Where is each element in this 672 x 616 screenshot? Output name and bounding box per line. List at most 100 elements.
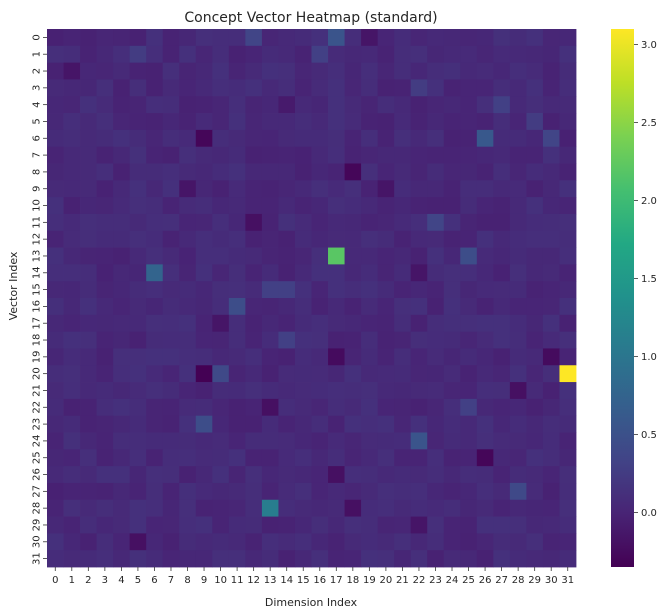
heatmap-cell <box>344 449 362 467</box>
heatmap-cell <box>460 79 478 97</box>
heatmap-cell <box>129 398 147 417</box>
heatmap-cell <box>245 348 263 366</box>
heatmap-cell <box>179 96 197 114</box>
heatmap-cell <box>509 398 527 417</box>
heatmap-cell <box>344 415 362 433</box>
heatmap-cell <box>394 79 412 97</box>
heatmap-cell <box>96 247 114 265</box>
heatmap-cell <box>476 113 494 131</box>
heatmap-cell <box>162 146 180 164</box>
heatmap-cell <box>443 230 461 248</box>
heatmap-cell <box>410 533 428 551</box>
heatmap-cell <box>261 281 279 299</box>
heatmap-cell <box>493 264 511 282</box>
heatmap-cell <box>80 163 97 181</box>
heatmap-cell <box>63 129 81 148</box>
heatmap-cell <box>228 499 246 517</box>
heatmap-cell <box>509 62 527 80</box>
x-tick-label: 23 <box>429 575 442 586</box>
heatmap-cell <box>542 230 560 248</box>
heatmap-cell <box>394 247 412 265</box>
heatmap-cell <box>394 499 412 517</box>
heatmap-cell <box>526 466 544 484</box>
heatmap-cell <box>245 29 263 47</box>
heatmap-cell <box>344 348 362 366</box>
heatmap-cell <box>377 129 395 148</box>
heatmap-cell <box>162 45 180 64</box>
heatmap-cell <box>311 466 329 484</box>
heatmap-cell <box>212 281 230 299</box>
heatmap-cell <box>377 482 395 501</box>
heatmap-cell <box>146 146 164 164</box>
heatmap-cell <box>476 398 494 417</box>
heatmap-cell <box>460 516 478 534</box>
heatmap-cell <box>493 247 511 265</box>
heatmap-cell <box>361 365 379 383</box>
heatmap-cell <box>245 415 263 433</box>
heatmap-cell <box>245 499 263 517</box>
heatmap-cell <box>311 432 329 450</box>
heatmap-cell <box>278 79 296 97</box>
heatmap-cell <box>542 247 560 265</box>
heatmap-cell <box>361 62 379 80</box>
heatmap-cell <box>526 331 544 349</box>
heatmap-cell <box>96 281 114 299</box>
heatmap-cell <box>410 129 428 148</box>
heatmap-cell <box>328 163 345 181</box>
heatmap-cell <box>344 365 362 383</box>
heatmap-cell <box>410 247 428 265</box>
heatmap-cell <box>361 247 379 265</box>
heatmap-cell <box>526 213 544 232</box>
heatmap-cell <box>328 113 345 131</box>
heatmap-cell <box>294 29 312 47</box>
heatmap-cell <box>162 331 180 349</box>
heatmap-cell <box>47 146 64 164</box>
heatmap-cell <box>526 314 544 333</box>
heatmap-cell <box>47 45 64 64</box>
x-tick-label: 7 <box>168 575 174 586</box>
y-tick-label: 18 <box>32 334 43 347</box>
heatmap-cell <box>47 129 64 148</box>
heatmap-cell <box>212 348 230 366</box>
heatmap-cell <box>377 533 395 551</box>
heatmap-cell <box>328 79 345 97</box>
heatmap-cell <box>129 45 147 64</box>
x-tick-label: 31 <box>561 575 574 586</box>
heatmap-cell <box>559 516 577 534</box>
heatmap-cell <box>195 482 213 501</box>
heatmap-cell <box>261 382 279 400</box>
heatmap-cell <box>63 79 81 97</box>
heatmap-cell <box>460 129 478 148</box>
heatmap-cell <box>80 45 97 64</box>
heatmap-cell <box>328 466 345 484</box>
heatmap-cell <box>146 129 164 148</box>
heatmap-cell <box>261 314 279 333</box>
heatmap-cell <box>443 398 461 417</box>
heatmap-cell <box>294 331 312 349</box>
heatmap-cell <box>294 398 312 417</box>
heatmap-cell <box>526 298 544 316</box>
heatmap-cell <box>162 348 180 366</box>
heatmap-cell <box>443 550 461 568</box>
heatmap-cell <box>47 365 64 383</box>
heatmap-cell <box>443 264 461 282</box>
heatmap-cell <box>559 230 577 248</box>
heatmap-cell <box>162 314 180 333</box>
heatmap-cell <box>146 247 164 265</box>
heatmap-cell <box>542 163 560 181</box>
heatmap-cell <box>63 62 81 80</box>
heatmap-cell <box>96 129 114 148</box>
heatmap-cell <box>427 314 445 333</box>
heatmap-cell <box>344 213 362 232</box>
heatmap-cell <box>443 482 461 501</box>
heatmap-cell <box>146 197 164 215</box>
heatmap-cell <box>179 146 197 164</box>
x-tick-label: 11 <box>231 575 244 586</box>
heatmap-cell <box>228 62 246 80</box>
heatmap-cell <box>179 213 197 232</box>
heatmap-cell <box>361 281 379 299</box>
heatmap-cell <box>328 516 345 534</box>
heatmap-cell <box>96 449 114 467</box>
heatmap-cell <box>377 415 395 433</box>
y-tick-label: 28 <box>32 502 43 515</box>
